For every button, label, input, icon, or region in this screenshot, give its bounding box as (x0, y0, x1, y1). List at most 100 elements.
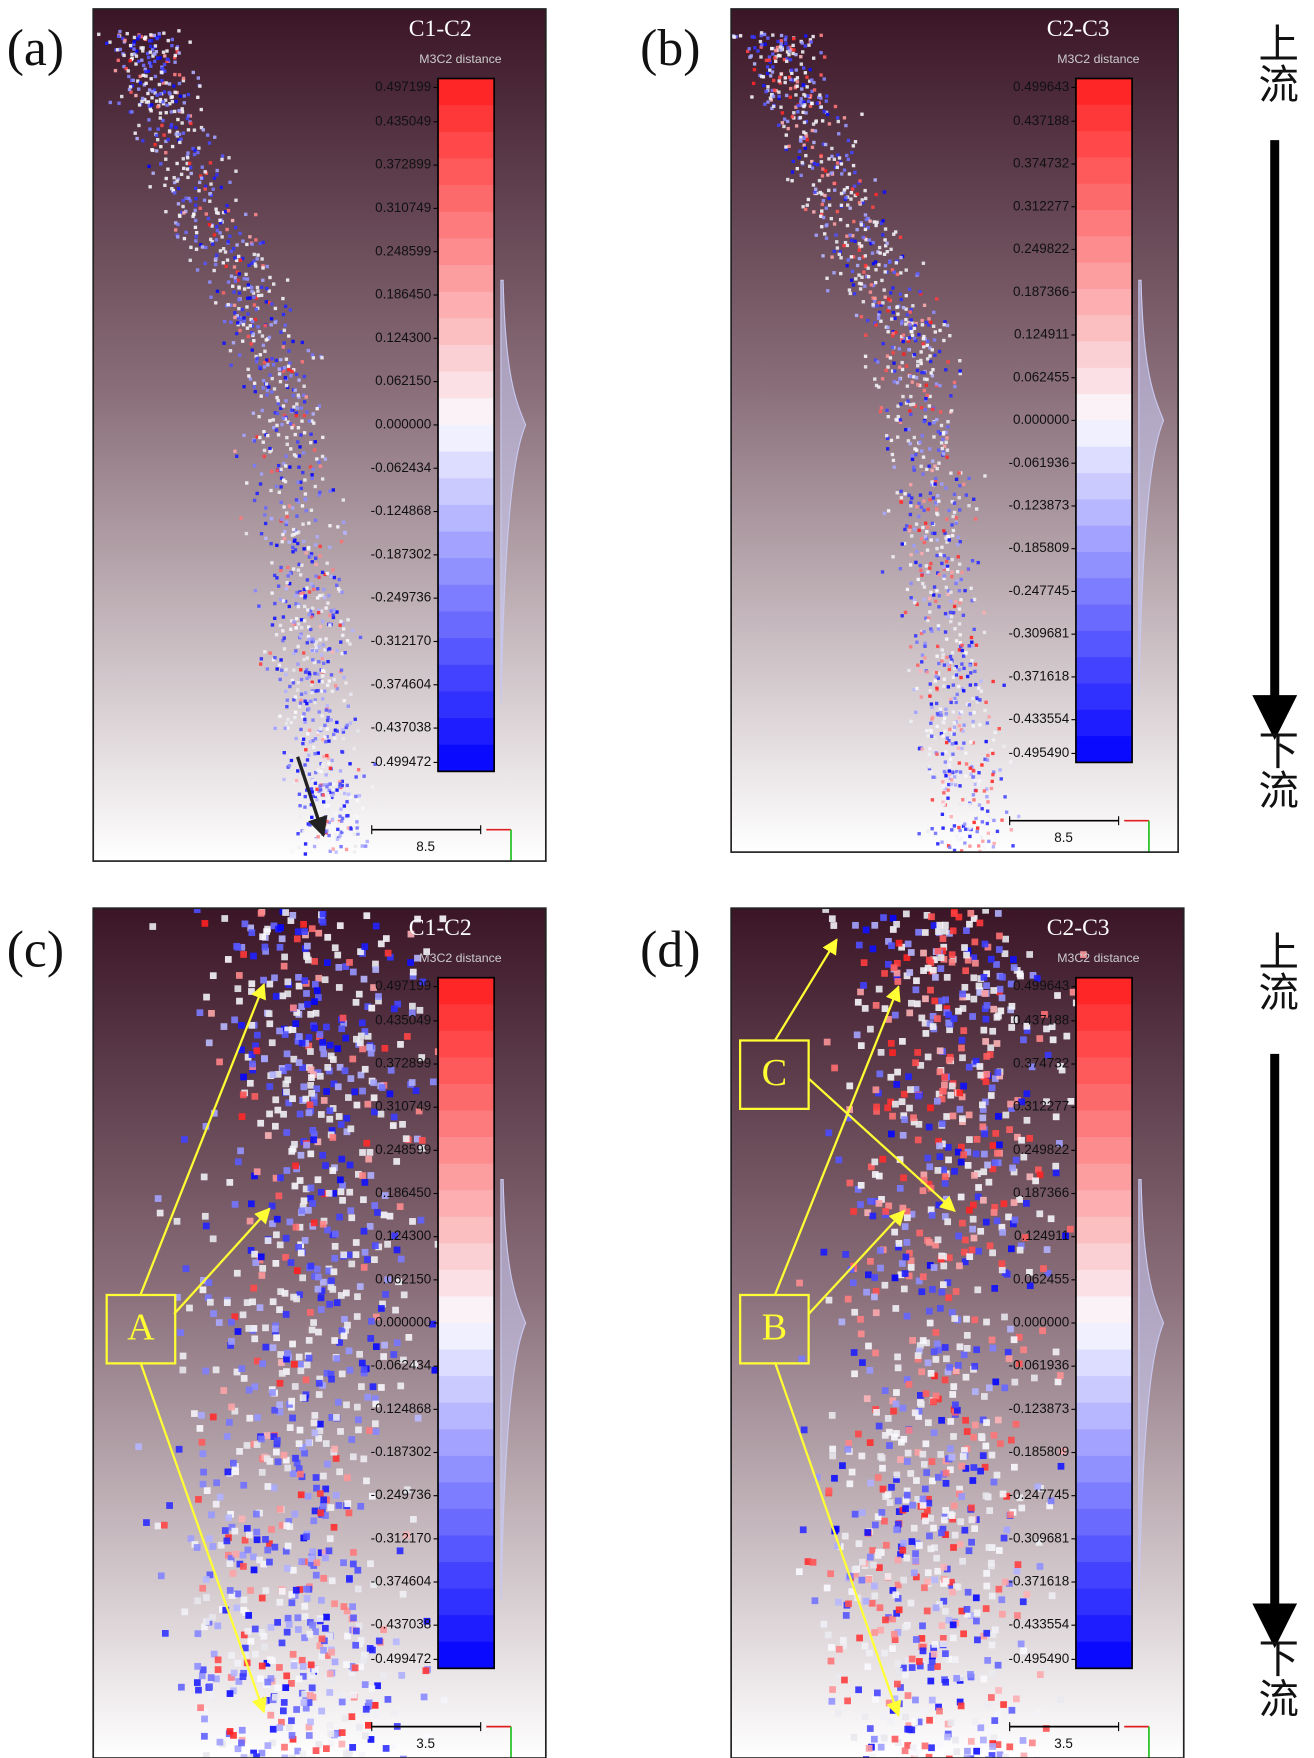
point (862, 1643, 869, 1650)
point (812, 122, 815, 125)
tick-label: -0.249736 (371, 590, 432, 605)
point (796, 110, 799, 113)
point (825, 207, 828, 210)
point (867, 1198, 874, 1205)
point (380, 1672, 387, 1679)
point (357, 1283, 364, 1290)
point (936, 538, 939, 541)
point (995, 1687, 1002, 1694)
point (957, 555, 960, 558)
point (286, 699, 289, 702)
point (878, 251, 881, 254)
point (889, 291, 892, 294)
point (262, 344, 265, 347)
point (331, 824, 334, 827)
point (963, 589, 966, 592)
colorbar-band (1076, 184, 1132, 211)
point (786, 46, 789, 49)
point (317, 1510, 324, 1517)
point (332, 847, 335, 850)
point (923, 1469, 930, 1476)
tick-label: 0.372899 (375, 1056, 431, 1071)
point (953, 511, 956, 514)
point (879, 410, 882, 413)
point (959, 598, 962, 601)
point (307, 707, 310, 710)
point (289, 422, 292, 425)
point (920, 1496, 927, 1503)
point (335, 729, 338, 732)
point (283, 366, 286, 369)
point (227, 303, 230, 306)
point (883, 238, 886, 241)
point (980, 807, 983, 810)
point (863, 1598, 870, 1605)
point (210, 1235, 217, 1242)
point (203, 1594, 210, 1601)
point (928, 747, 931, 750)
point (327, 1504, 334, 1511)
point (379, 1084, 386, 1091)
point (875, 1549, 882, 1556)
point (972, 1422, 979, 1429)
point (766, 85, 769, 88)
point (308, 773, 311, 776)
point (167, 138, 170, 141)
point (276, 1724, 283, 1731)
point (801, 50, 804, 53)
point (206, 1683, 213, 1690)
point (943, 663, 946, 666)
point (220, 186, 223, 189)
point (871, 1629, 878, 1636)
point (945, 1157, 952, 1164)
point (795, 124, 798, 127)
point (342, 1035, 349, 1042)
point (156, 57, 159, 60)
point (856, 1635, 863, 1642)
point (236, 998, 243, 1005)
point (876, 1564, 883, 1571)
point (342, 737, 345, 740)
point (266, 667, 269, 670)
point (247, 283, 250, 286)
point (916, 1121, 923, 1128)
point (969, 712, 972, 715)
point (799, 116, 802, 119)
point (322, 762, 325, 765)
point (930, 1525, 937, 1532)
point (218, 219, 221, 222)
point (300, 618, 303, 621)
point (335, 1502, 342, 1509)
point (941, 752, 944, 755)
point (1013, 1695, 1020, 1702)
point (992, 1159, 999, 1166)
point (186, 167, 189, 170)
point (285, 358, 288, 361)
point (337, 821, 340, 824)
point (1031, 1375, 1038, 1382)
point (282, 345, 285, 348)
point (953, 1748, 960, 1755)
point (885, 409, 888, 412)
point (905, 941, 912, 948)
point (295, 402, 298, 405)
point (988, 956, 995, 963)
tick-label: -0.499472 (371, 754, 432, 769)
point (863, 189, 866, 192)
point (205, 212, 208, 215)
point (235, 1328, 242, 1335)
point (268, 419, 271, 422)
point (257, 1304, 264, 1311)
point (920, 319, 923, 322)
point (796, 80, 799, 83)
point (268, 1526, 275, 1533)
point (348, 1214, 355, 1221)
point (261, 241, 264, 244)
point (363, 1706, 370, 1713)
point (212, 269, 215, 272)
point (297, 394, 300, 397)
point (796, 167, 799, 170)
point (285, 511, 288, 514)
point (973, 1748, 980, 1755)
tick-label: 0.124300 (375, 330, 431, 345)
